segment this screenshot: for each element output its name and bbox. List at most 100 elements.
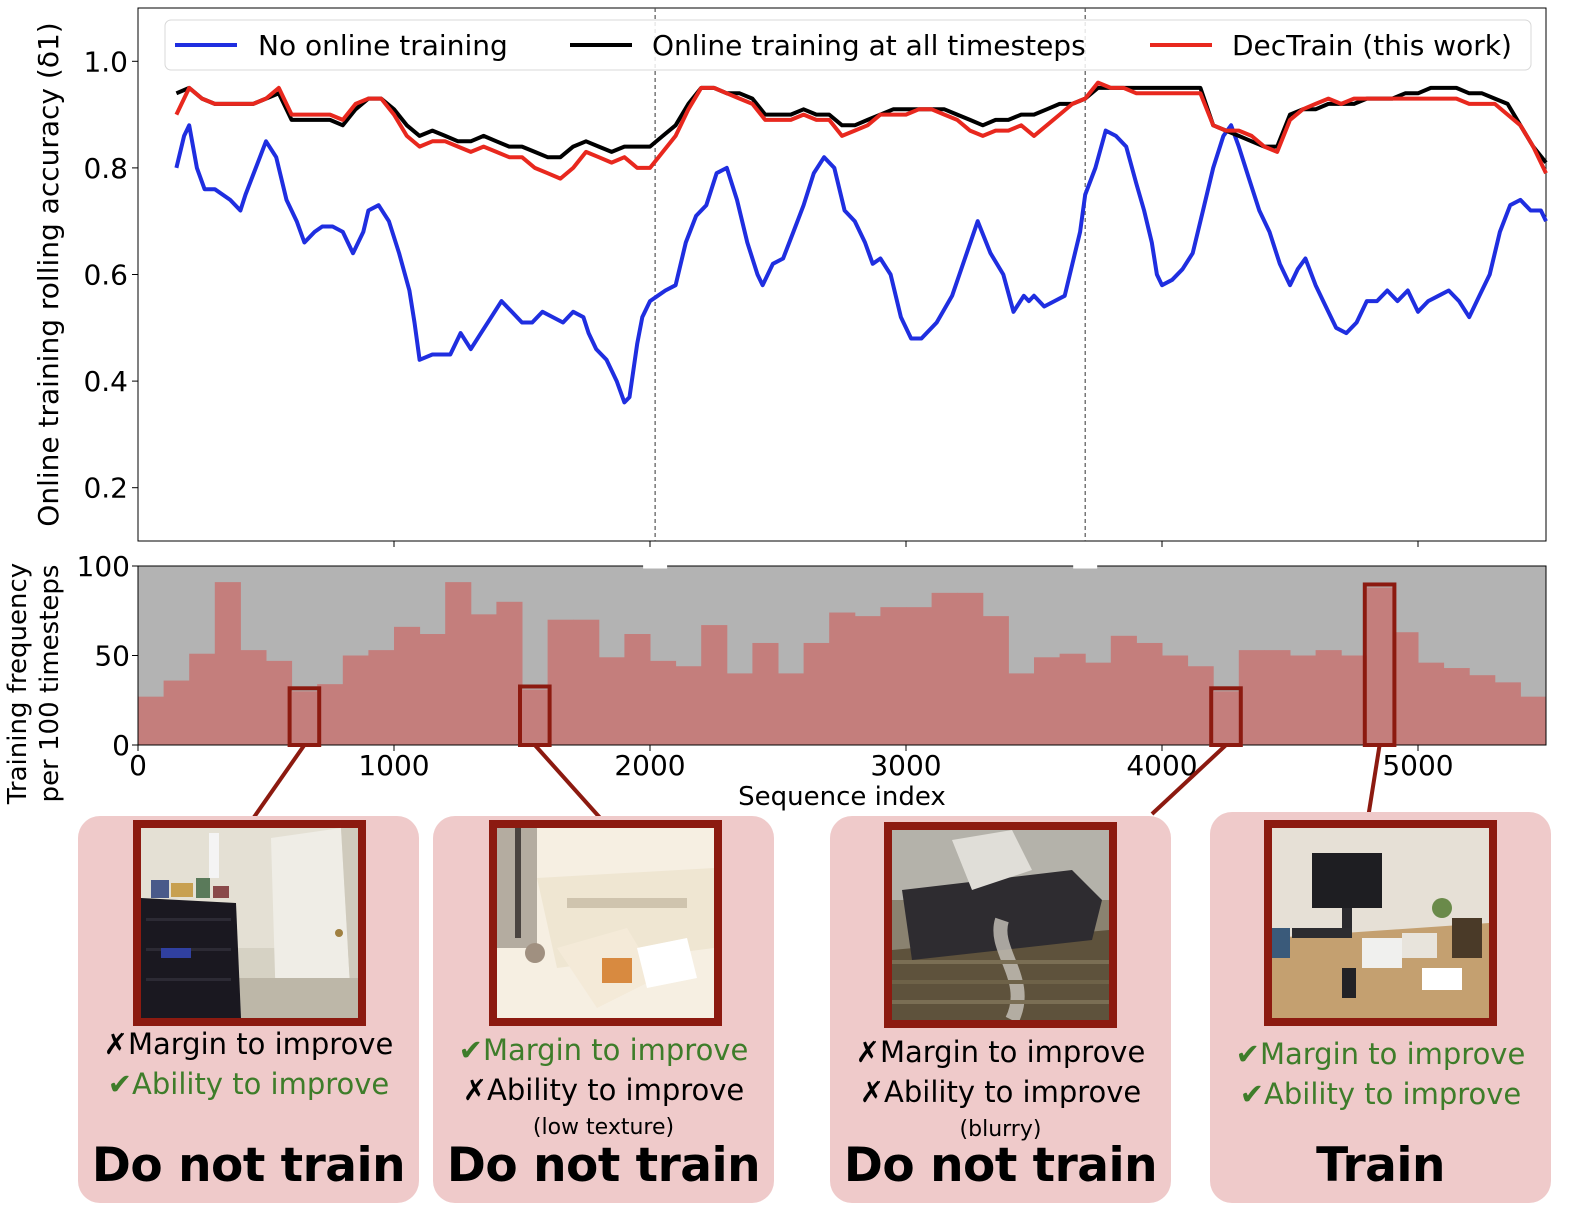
card-2-note: (low texture) [532, 1115, 675, 1140]
legend-label-2: Online training at all timesteps [652, 29, 1086, 62]
series-line-2 [175, 85, 1548, 164]
bar [701, 625, 728, 745]
example-image-3 [884, 822, 1117, 1028]
y-tick-label: 0.8 [83, 152, 128, 185]
cross-icon: ✗ [859, 1075, 885, 1109]
series-line-3 [174, 80, 1548, 181]
cross-icon: ✗ [462, 1073, 488, 1107]
example-card-2: ✔Margin to improve ✗Ability to improve (… [433, 816, 774, 1203]
x-tick-label: 0 [129, 749, 147, 782]
bar [650, 660, 677, 745]
bar [598, 657, 625, 745]
connector-line-2 [533, 743, 604, 822]
y-tick-label: 100 [77, 550, 130, 583]
bar [1315, 650, 1342, 745]
criterion-text: Ability to improve [884, 1075, 1142, 1109]
card-4-criterion-1: ✔Margin to improve [1210, 1037, 1551, 1071]
bar [1290, 655, 1317, 745]
bar [189, 653, 216, 745]
example-card-3: ✗Margin to improve ✗Ability to improve (… [830, 816, 1171, 1203]
bar [445, 582, 472, 745]
bar [240, 650, 267, 745]
bar [1213, 691, 1240, 745]
bar [342, 655, 369, 745]
y-tick-label: 0.4 [83, 365, 128, 398]
y-tick-label: 0 [112, 729, 130, 762]
bar [982, 616, 1009, 745]
bar [1264, 650, 1291, 745]
bar [1034, 657, 1061, 745]
bar [138, 696, 165, 745]
check-icon: ✔ [1235, 1037, 1260, 1071]
x-tick-label: 5000 [1382, 749, 1453, 782]
bar [880, 607, 907, 745]
connector-lines [250, 743, 1382, 822]
check-icon: ✔ [107, 1067, 133, 1101]
x-tick-label: 1000 [358, 749, 429, 782]
bar [1238, 650, 1265, 745]
bar [778, 673, 805, 745]
y-axis-label-line-2: per 100 timesteps [35, 565, 65, 803]
bar [1008, 673, 1035, 745]
bar [624, 634, 651, 745]
bar [470, 614, 497, 745]
y-tick-label: 50 [94, 640, 130, 673]
bar [957, 592, 984, 745]
bar [1494, 682, 1521, 745]
card-3-note: (blurry) [959, 1117, 1042, 1142]
plot-frame [137, 7, 1547, 542]
card-1-criterion-1: ✗Margin to improve [78, 1027, 419, 1061]
example-image-4 [1264, 820, 1497, 1026]
x-tick-label: 4000 [1126, 749, 1197, 782]
check-icon: ✔ [458, 1033, 483, 1067]
connector-line-1 [250, 743, 307, 822]
criterion-text: Margin to improve [482, 1033, 749, 1067]
highlight-box-4 [1362, 582, 1397, 747]
card-4-decision: Train [1316, 1138, 1445, 1193]
bar [1520, 696, 1547, 745]
bar [419, 634, 446, 745]
x-axis-label: Sequence index [738, 782, 946, 812]
legend-box [164, 19, 1532, 71]
bar [1418, 662, 1445, 745]
bedroom-dresser-image [141, 828, 358, 1018]
bar [854, 616, 881, 745]
bar [291, 691, 318, 745]
y-tick-label: 0.2 [83, 472, 128, 505]
check-icon: ✔ [1239, 1077, 1265, 1111]
bar [547, 619, 574, 745]
bar [675, 666, 702, 745]
bar [522, 689, 549, 745]
series-line-1 [174, 123, 1548, 405]
card-1-decision: Do not train [91, 1138, 406, 1193]
criterion-text: Margin to improve [1259, 1037, 1526, 1071]
bar [1469, 675, 1496, 745]
criterion-text: Ability to improve [487, 1073, 745, 1107]
bar [1136, 642, 1163, 745]
cross-icon: ✗ [103, 1027, 128, 1061]
example-image-2 [489, 820, 722, 1026]
legend-label-1: No online training [258, 29, 508, 62]
bar [1366, 587, 1393, 745]
bar [1443, 668, 1470, 745]
bar [368, 650, 395, 745]
bar [214, 582, 241, 745]
connector-line-3 [1150, 743, 1228, 816]
bar [1392, 632, 1419, 745]
bar [803, 642, 830, 745]
criterion-text: Margin to improve [127, 1027, 394, 1061]
legend-label-3: DecTrain (this work) [1232, 29, 1512, 62]
card-2-criterion-2: ✗Ability to improve [433, 1073, 774, 1107]
example-card-1: ✗Margin to improve ✔Ability to improve D… [78, 816, 419, 1203]
bar [752, 642, 779, 745]
connector-line-4 [1366, 744, 1382, 819]
card-3-decision: Do not train [843, 1138, 1158, 1193]
card-2-decision: Do not train [446, 1138, 761, 1193]
card-1-criterion-2: ✔Ability to improve [78, 1067, 419, 1101]
bar [1085, 662, 1112, 745]
bar [931, 592, 958, 745]
bar [726, 673, 753, 745]
card-3-criterion-1: ✗Margin to improve [830, 1035, 1171, 1069]
